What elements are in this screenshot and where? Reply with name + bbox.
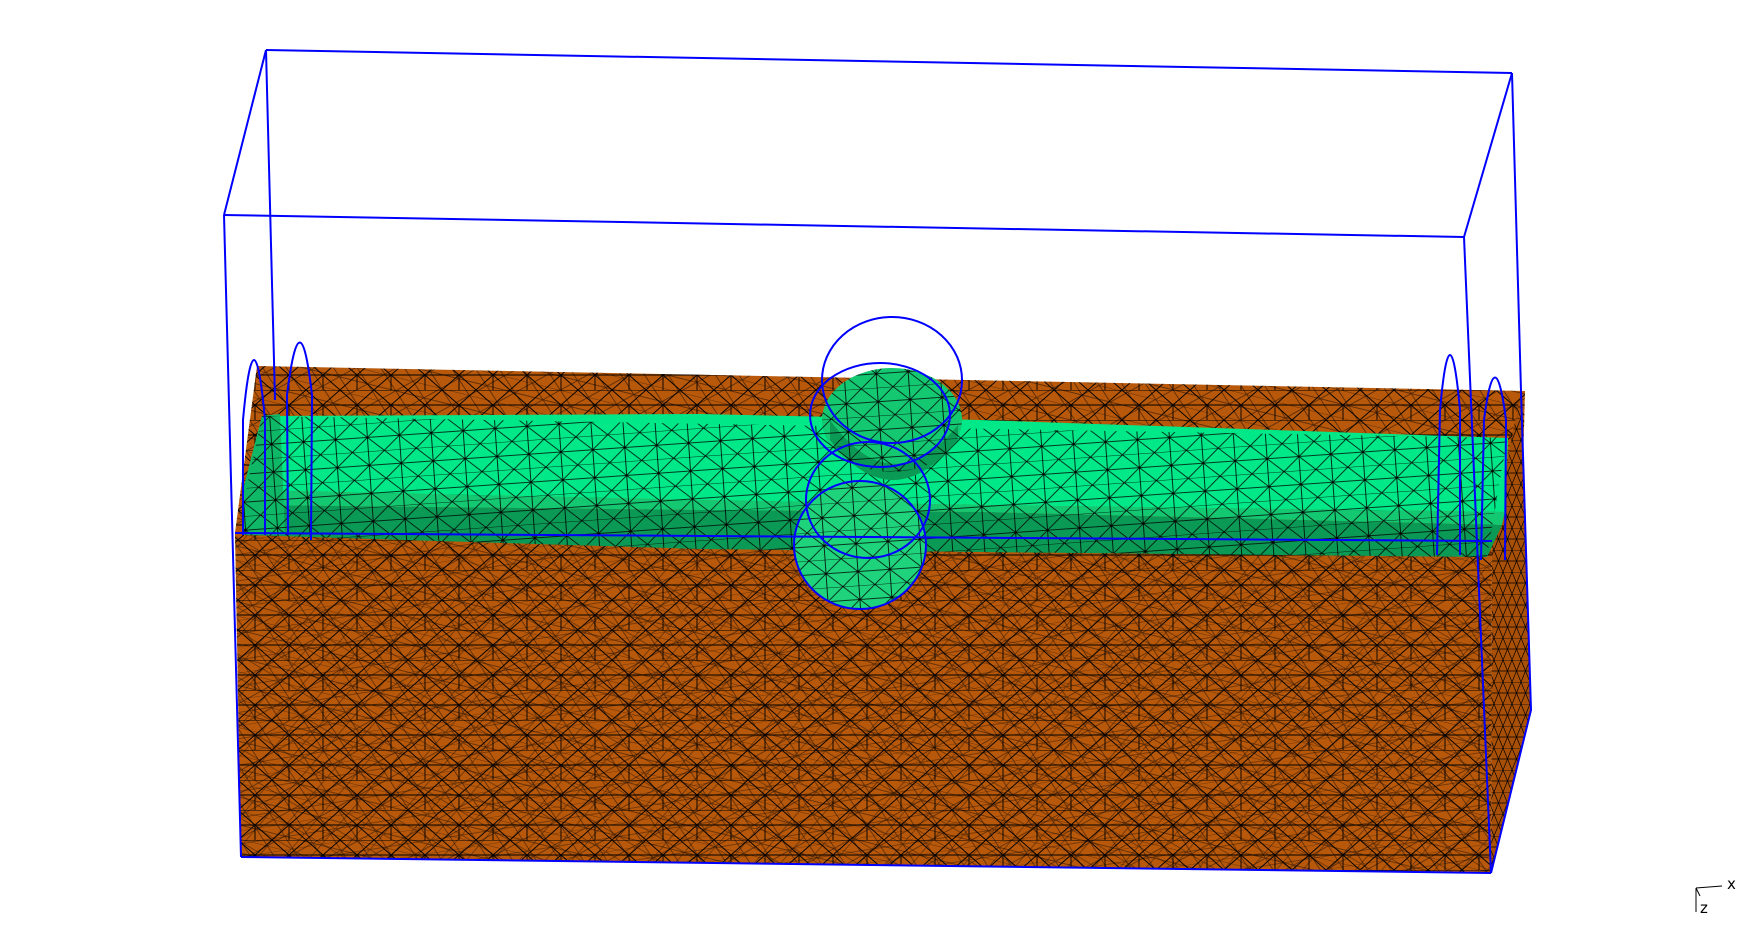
wire-top-left [223,49,267,216]
wire-vert-left-front [223,214,242,858]
wire-top-back [265,49,1513,74]
bounding-box-wireframe [223,49,1533,874]
z-axis-label: z [1700,899,1708,917]
wire-vert-left-back [265,49,276,401]
cylinder-top-outer-ring [821,316,963,444]
cylinder-lower-ring [793,480,927,610]
x-axis-label: x [1727,875,1736,893]
inlet-circle-left-inner [285,341,314,541]
outlet-circle-right-inner [1480,376,1508,561]
cylinder-mid-ring [805,441,931,559]
cylinder-probe [794,368,962,609]
axis-indicator: x z [1695,875,1736,917]
wire-bottom-front [240,856,1492,874]
y-axis-stub [1695,887,1701,897]
outlet-circle-right-outer [1436,354,1461,556]
wire-top-right [1463,72,1513,238]
wire-vert-right-back [1511,72,1522,392]
wire-bottom-right [1490,390,1533,874]
x-axis-line [1695,885,1723,889]
wire-soil-top-front [234,532,1493,542]
wire-top-front [223,214,1465,238]
cylinder-top-inner-ring [809,362,951,468]
inlet-circle-left-outer [242,359,266,535]
wire-vert-right-front [1463,236,1492,874]
